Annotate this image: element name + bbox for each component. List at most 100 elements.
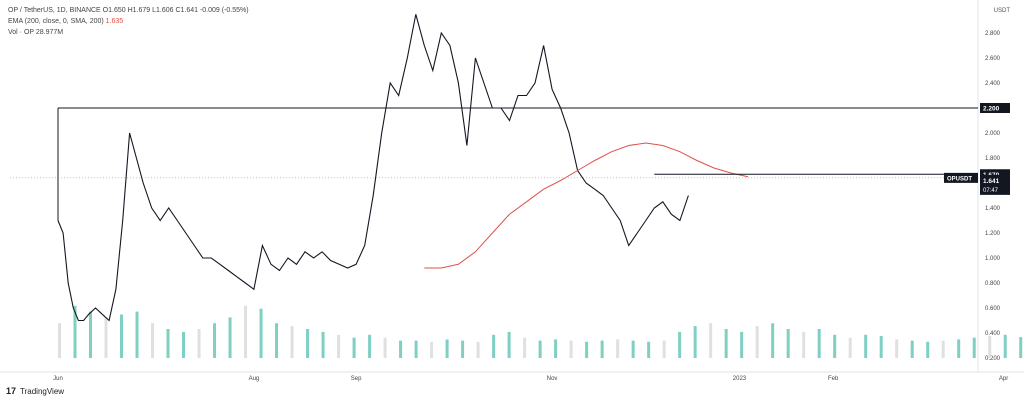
volume-bar: [569, 340, 573, 358]
volume-bar: [585, 341, 589, 358]
y-tick-label: 1.200: [985, 231, 1001, 237]
volume-bar: [492, 334, 496, 358]
volume-bar: [724, 329, 728, 358]
x-tick-label: Aug: [249, 376, 260, 382]
volume-bar: [926, 341, 930, 358]
volume-bar: [802, 331, 806, 358]
volume-bar: [523, 337, 527, 358]
y-tick-label: 0.200: [985, 356, 1001, 362]
volume-bar: [662, 340, 666, 358]
x-tick-label: Apr: [999, 376, 1008, 382]
volume-bar: [786, 329, 790, 358]
volume-bar: [73, 305, 77, 358]
price-series-line: [57, 14, 689, 322]
currency-label: USDT: [993, 8, 1010, 14]
legend-volume: Vol · OP 28.977M: [8, 29, 64, 36]
volume-bar: [306, 329, 310, 358]
volume-bar: [151, 323, 155, 358]
volume-bar: [228, 317, 232, 358]
volume-bar: [135, 311, 139, 358]
volume-bar: [554, 339, 558, 358]
hline-label: 2.200: [983, 106, 1000, 113]
legend-ema: EMA (200, close, 0, SMA, 200) 1.635: [8, 16, 249, 27]
volume-bar: [848, 337, 852, 358]
volume-bar: [104, 317, 108, 358]
volume-bar: [895, 339, 899, 358]
volume-bar: [275, 323, 279, 358]
y-tick-label: 2.400: [985, 81, 1001, 87]
volume-bar: [58, 323, 61, 358]
x-tick-label: 2023: [733, 376, 747, 382]
volume-bar: [213, 323, 217, 358]
legend-ema-value: 1.635: [105, 18, 124, 25]
volume-bar: [879, 335, 883, 358]
tradingview-brand: 17 TradingView: [6, 386, 64, 396]
volume-bar: [321, 331, 325, 358]
volume-bar: [197, 329, 201, 358]
volume-bar: [259, 308, 263, 358]
volume-bar: [647, 341, 651, 358]
volume-bar: [864, 334, 868, 358]
volume-bar: [290, 326, 294, 358]
volume-bar: [368, 334, 372, 358]
volume-bar: [910, 340, 914, 358]
y-tick-label: 0.800: [985, 281, 1001, 287]
volume-bar: [445, 339, 449, 358]
y-tick-label: 2.800: [985, 31, 1001, 37]
tradingview-name: TradingView: [20, 386, 65, 396]
y-tick-label: 1.000: [985, 256, 1001, 262]
y-tick-label: 2.000: [985, 131, 1001, 137]
volume-bar: [352, 337, 356, 358]
chart-legend: OP / TetherUS, 1D, BINANCE O1.650 H1.679…: [8, 5, 249, 38]
volume-bar: [755, 326, 759, 358]
volume-bar: [89, 311, 93, 358]
volume-bar: [383, 337, 387, 358]
volume-bar: [1019, 337, 1023, 358]
volume-bar: [693, 326, 697, 358]
volume-bar: [771, 323, 775, 358]
price-label-bg: [980, 174, 1010, 195]
volume-bar: [600, 340, 604, 358]
volume-bar: [709, 323, 713, 358]
legend-ema-label: EMA (200, close, 0, SMA, 200): [8, 18, 104, 25]
volume-bar: [120, 314, 124, 358]
volume-bar: [957, 339, 961, 358]
volume-bar: [833, 334, 837, 358]
volume-bar: [631, 340, 635, 358]
volume-bar: [817, 329, 821, 358]
volume-bar: [616, 339, 620, 358]
volume-bar: [988, 335, 992, 358]
volume-bar: [337, 334, 341, 358]
x-tick-label: Nov: [547, 376, 558, 382]
symbol-label-bg: [944, 172, 978, 183]
volume-bar: [399, 340, 403, 358]
volume-bar: [414, 340, 418, 358]
volume-bar: [182, 331, 186, 358]
volume-bar: [941, 340, 945, 358]
hline-label-bg: [980, 103, 1010, 113]
volume-bar: [166, 329, 170, 358]
volume-bar: [476, 341, 480, 358]
x-tick-label: Sep: [351, 376, 362, 382]
x-tick-label: Jun: [53, 376, 63, 382]
volume-bar: [507, 331, 511, 358]
price-label-countdown: 07:47: [983, 188, 999, 194]
volume-bar: [538, 340, 542, 358]
volume-bar: [430, 341, 434, 358]
volume-bar: [461, 340, 465, 358]
legend-symbol-ohlc: OP / TetherUS, 1D, BINANCE O1.650 H1.679…: [8, 7, 249, 14]
volume-bar: [972, 337, 976, 358]
volume-bar: [740, 331, 744, 358]
volume-bar: [1003, 334, 1007, 358]
volume-bar: [678, 331, 682, 358]
hline-label-bg: [980, 169, 1010, 180]
y-tick-label: 2.600: [985, 56, 1001, 62]
y-tick-label: 1.800: [985, 156, 1001, 162]
y-tick-label: 0.400: [985, 331, 1001, 337]
y-tick-label: 0.600: [985, 306, 1001, 312]
ema-200-line: [424, 142, 749, 269]
volume-bar: [244, 305, 248, 358]
symbol-label: OPUSDT: [947, 176, 972, 182]
x-tick-label: Feb: [828, 376, 839, 382]
